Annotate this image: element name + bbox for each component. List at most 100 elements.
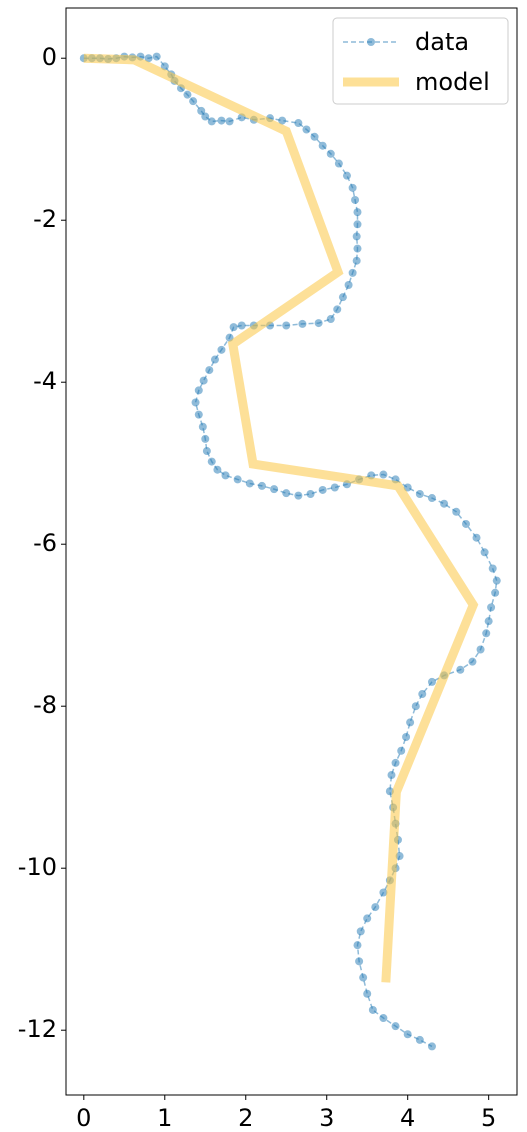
data-point (183, 90, 192, 99)
data-point (353, 208, 362, 217)
data-point (294, 119, 303, 128)
data-point (415, 489, 424, 498)
data-point (406, 718, 415, 727)
data-point (359, 973, 368, 982)
y-tick-label: -4 (33, 367, 57, 395)
data-point (461, 519, 470, 528)
data-point (482, 629, 491, 638)
x-tick-label: 4 (400, 1104, 415, 1132)
data-point (487, 603, 496, 612)
data-point (207, 457, 216, 466)
data-point (270, 485, 279, 494)
data-point (403, 1030, 412, 1039)
data-point (379, 1014, 388, 1023)
data-point (484, 617, 493, 626)
data-point (302, 125, 311, 134)
data-point (221, 471, 230, 480)
data-point (233, 475, 242, 484)
data-point (352, 256, 361, 265)
data-point (456, 665, 465, 674)
data-point (427, 494, 436, 503)
x-tick-label: 5 (481, 1104, 496, 1132)
data-point (210, 355, 219, 364)
data-point (338, 293, 347, 302)
data-point (213, 465, 222, 474)
data-point (488, 564, 497, 573)
data-point (194, 410, 203, 419)
data-point (397, 746, 406, 755)
data-point (217, 345, 226, 354)
legend-label: model (415, 68, 490, 96)
data-point (229, 323, 238, 332)
data-point (152, 52, 161, 61)
x-tick-label: 2 (238, 1104, 253, 1132)
data-point (411, 702, 420, 711)
data-point (348, 268, 357, 277)
legend-marker (367, 38, 375, 46)
data-point (318, 485, 327, 494)
x-tick-label: 0 (76, 1104, 91, 1132)
data-point (298, 319, 307, 328)
data-point (452, 507, 461, 516)
data-point (314, 319, 323, 328)
data-point (363, 914, 372, 923)
data-point (334, 159, 343, 168)
data-point (326, 315, 335, 324)
data-point (371, 903, 380, 912)
data-point (491, 588, 500, 597)
data-point (427, 677, 436, 686)
data-point (326, 149, 335, 158)
data-point (306, 489, 315, 498)
data-point (348, 183, 357, 192)
data-point (353, 941, 362, 950)
y-tick-label: -8 (33, 691, 57, 719)
data-point (363, 989, 372, 998)
data-point (391, 758, 400, 767)
data-point (440, 499, 449, 508)
data-point (201, 112, 210, 121)
data-point (310, 132, 319, 141)
data-point (191, 398, 200, 407)
data-point (391, 1022, 400, 1031)
data-point (344, 281, 353, 290)
data-point (333, 305, 342, 314)
data-point (356, 927, 365, 936)
data-point (207, 117, 216, 126)
data-point (395, 852, 404, 861)
data-point (476, 645, 485, 654)
data-point (245, 479, 254, 488)
data-point (278, 116, 287, 125)
data-point (415, 1035, 424, 1044)
data-point (355, 957, 364, 966)
data-point (418, 690, 427, 699)
data-point (144, 54, 153, 63)
data-point (379, 888, 388, 897)
data-point (427, 1042, 436, 1051)
x-tick-label: 3 (319, 1104, 334, 1132)
legend-label: data (415, 28, 469, 56)
data-point (387, 771, 396, 780)
data-point (198, 422, 207, 431)
data-point (330, 483, 339, 492)
data-point (318, 141, 327, 150)
y-tick-label: -10 (18, 853, 57, 881)
data-point (197, 106, 206, 115)
data-point (403, 483, 412, 492)
y-tick-label: 0 (42, 43, 57, 71)
data-point (368, 1005, 377, 1014)
data-point (480, 548, 489, 557)
data-point (282, 321, 291, 330)
data-point (201, 434, 210, 443)
data-point (352, 232, 361, 241)
y-tick-label: -2 (33, 205, 57, 233)
x-tick-label: 1 (157, 1104, 172, 1132)
model-line (83, 53, 479, 983)
data-point (205, 366, 214, 375)
data-point (353, 244, 362, 253)
data-point (379, 470, 388, 479)
data-point (257, 481, 266, 490)
data-point (351, 195, 360, 204)
data-point (217, 116, 226, 125)
data-point (492, 576, 501, 585)
